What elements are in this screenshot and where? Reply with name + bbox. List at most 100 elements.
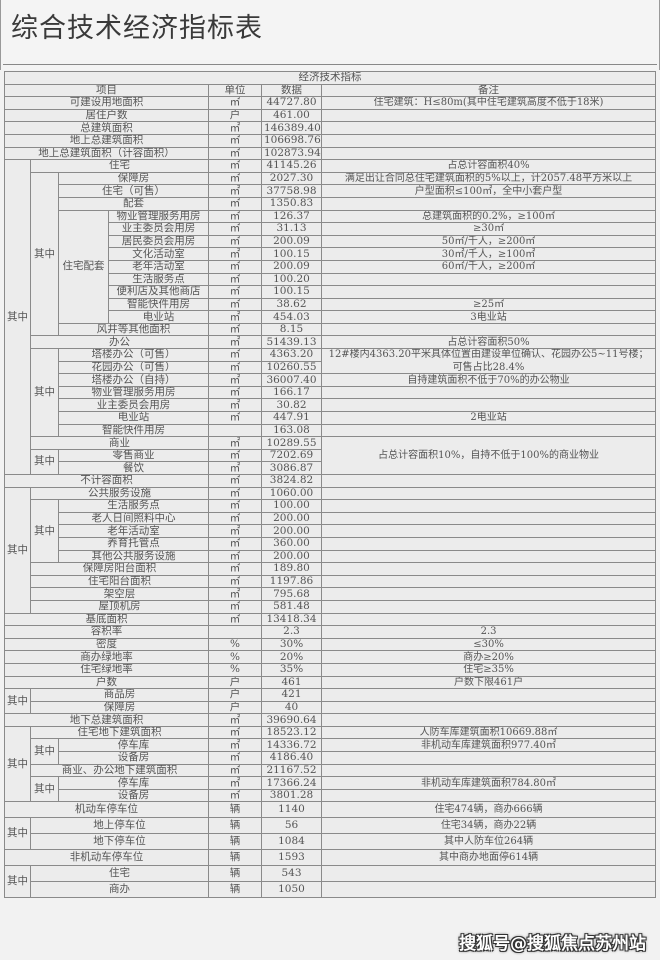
table-row: 户数户 461 户数下限461户 — [4, 675, 657, 690]
row-note: 占总计容面积40% — [320, 159, 657, 173]
row-item: 塔楼办公（可售） — [58, 348, 209, 362]
row-unit: ㎡ — [208, 612, 262, 627]
row-value: 56 — [261, 817, 322, 835]
row-value: 10289.55 — [261, 436, 322, 450]
row-item: 便利店及其他商店 — [108, 285, 209, 299]
table-row: 非机动车停车位辆 1593 其中商办地面停614辆 — [4, 849, 657, 867]
row-note — [320, 587, 657, 601]
row-item: 生活服务点 — [108, 272, 209, 287]
row-value: 1060.00 — [261, 486, 322, 501]
row-item: 住宅 — [30, 159, 209, 173]
row-unit: ㎡ — [208, 310, 262, 324]
row-note-text: 60㎡/千人，≥200㎡ — [441, 261, 536, 273]
row-unit: % — [208, 662, 262, 677]
row-item: 非机动车停车位 — [4, 849, 209, 867]
group-label-qizhong: 其中 — [4, 159, 31, 475]
row-unit: ㎡ — [208, 738, 262, 753]
row-unit: ㎡ — [208, 574, 262, 589]
row-item: 保障房 — [30, 700, 209, 715]
row-value: 38.62 — [261, 297, 322, 312]
row-value: 200.00 — [261, 549, 322, 564]
row-note-text: 2.3 — [480, 626, 497, 638]
row-unit: 辆 — [208, 801, 262, 819]
row-note: 户型面积≤100㎡，全中小套户型 — [320, 184, 657, 198]
table-row: 商办绿地率% 20% 商办≥20% — [4, 650, 657, 664]
row-unit: ㎡ — [208, 171, 262, 186]
row-note-text: 自持建筑面积不低于70%的办公物业 — [407, 374, 570, 386]
row-item: 其他公共服务设施 — [58, 549, 209, 564]
row-value: 36007.40 — [261, 373, 322, 387]
row-unit: ㎡ — [208, 184, 262, 198]
row-item: 商办 — [30, 881, 209, 899]
row-value: 200.09 — [261, 259, 322, 274]
row-value: 163.08 — [261, 423, 322, 438]
row-note: 其中人防车位264辆 — [320, 833, 657, 851]
row-value: 454.03 — [261, 310, 322, 324]
row-value: 200.09 — [261, 234, 322, 249]
row-note: ≥30㎡ — [320, 222, 657, 236]
row-item: 设备房 — [58, 788, 209, 803]
row-value: 10260.55 — [261, 360, 322, 375]
row-value: 421 — [261, 688, 322, 702]
row-note-text: ≥30㎡ — [472, 223, 505, 235]
row-note-text: 满足出让合同总住宅建筑面积的5%以上，计2057.48平方米以上 — [344, 173, 633, 185]
row-value: 31.13 — [261, 222, 322, 236]
row-value: 795.68 — [261, 587, 322, 601]
row-item: 居住户数 — [4, 108, 209, 123]
row-unit: ㎡ — [208, 511, 262, 526]
row-item: 塔楼办公（自持） — [58, 373, 209, 387]
row-value: 581.48 — [261, 599, 322, 614]
row-unit: ㎡ — [208, 373, 262, 387]
row-value: 461.00 — [261, 108, 322, 123]
row-value: 543 — [261, 865, 322, 883]
row-value: 100.15 — [261, 285, 322, 299]
row-note — [320, 511, 657, 526]
row-unit: 户 — [208, 675, 262, 690]
group-label-residential-support: 住宅配套 — [58, 209, 109, 324]
row-value: 360.00 — [261, 536, 322, 551]
divider — [3, 64, 657, 65]
row-note-text: 住宅建筑：H≤80m(其中住宅建筑高度不低于18米) — [373, 97, 604, 109]
row-note: 非机动车库建筑面积977.40㎡ — [320, 738, 657, 753]
row-note-text: 占总计容面积40% — [447, 160, 530, 172]
table-row: 其中 地上停车位辆 56 住宅34辆，商办22辆 — [4, 817, 657, 851]
row-note: ≤30% — [320, 637, 657, 652]
row-unit: ㎡ — [208, 234, 262, 249]
row-note — [320, 133, 657, 148]
row-item: 机动车停车位 — [4, 801, 209, 819]
row-note — [320, 688, 657, 702]
row-value: 3086.87 — [261, 461, 322, 475]
row-note: 住宅≥35% — [320, 662, 657, 677]
row-item: 地下停车位 — [30, 833, 209, 851]
header-item: 项目 — [4, 83, 209, 98]
row-value: 1050 — [261, 881, 322, 899]
row-value: 200.00 — [261, 511, 322, 526]
row-item: 智能快件用房 — [58, 423, 209, 438]
table-row: 居住户数户 461.00 — [4, 108, 657, 123]
row-note — [320, 121, 657, 135]
row-note: 占总计容面积10%，自持不低于100%的商业物业 — [320, 436, 657, 475]
row-note: 2电业站 — [320, 411, 657, 425]
row-item: 住宅（可售） — [58, 184, 209, 198]
row-note: 商办≥20% — [320, 650, 657, 664]
row-note: 住宅34辆，商办22辆 — [320, 817, 657, 835]
row-item: 容积率 — [4, 625, 209, 639]
row-unit: ㎡ — [208, 725, 262, 740]
row-note — [320, 474, 657, 488]
row-item: 商业、办公地下建筑面积 — [30, 763, 209, 778]
row-item: 户数 — [4, 675, 209, 690]
row-item: 地上总建筑面积 — [4, 133, 209, 148]
group-label-qizhong: 其中 — [30, 171, 59, 337]
row-note: 自持建筑面积不低于70%的办公物业 — [320, 373, 657, 387]
row-note — [320, 881, 657, 899]
row-item: 物业管理服务用房 — [58, 385, 209, 400]
